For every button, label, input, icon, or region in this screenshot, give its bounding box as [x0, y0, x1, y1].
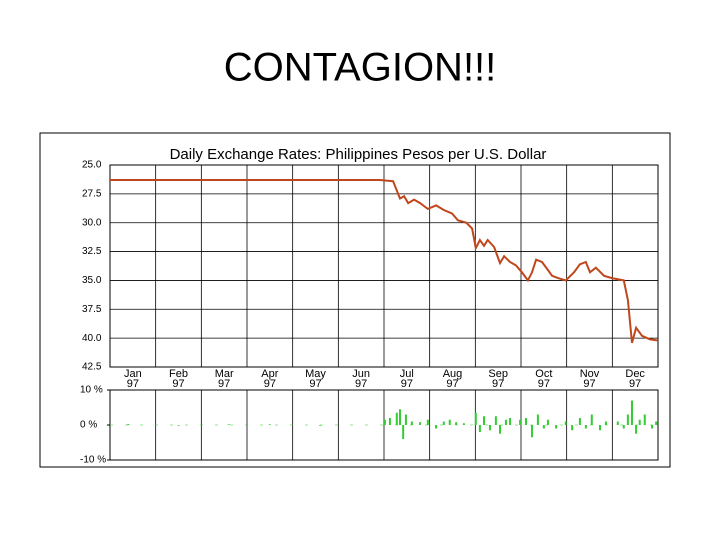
y-tick-label: -10 % [80, 455, 106, 466]
change-bar [590, 414, 593, 425]
change-bar [599, 425, 602, 431]
y-tick-label: 42.5 [82, 362, 102, 373]
change-bar [268, 424, 271, 425]
change-bar [571, 425, 574, 431]
x-tick-label: Mar [215, 368, 234, 380]
change-bar [509, 418, 512, 425]
x-tick-year: 97 [127, 378, 139, 390]
x-tick-label: May [305, 368, 326, 380]
rate-line [110, 179, 659, 344]
y-tick-label: 0 % [80, 420, 97, 431]
change-bar [398, 409, 401, 425]
change-bar [651, 425, 654, 429]
y-tick-label: 37.5 [82, 304, 102, 315]
change-bar [488, 425, 491, 431]
x-tick-label: Feb [169, 368, 188, 380]
y-tick-label: 25.0 [82, 160, 102, 171]
y-tick-label: 35.0 [82, 275, 102, 286]
x-tick-year: 97 [492, 378, 504, 390]
x-tick-year: 97 [264, 378, 276, 390]
change-bar [455, 422, 458, 425]
x-tick-year: 97 [629, 378, 641, 390]
change-bar [462, 423, 465, 425]
change-bar [643, 414, 646, 425]
change-bar [626, 414, 629, 425]
change-bar [530, 425, 533, 438]
change-bar [655, 421, 658, 425]
x-tick-label: Jul [400, 368, 414, 380]
x-tick-year: 97 [401, 378, 413, 390]
change-bar [448, 419, 451, 425]
change-bar [319, 425, 322, 426]
change-bar [536, 414, 539, 425]
change-bar [419, 422, 422, 425]
change-bar [435, 425, 438, 429]
change-bar [564, 421, 567, 425]
change-bar [442, 421, 445, 425]
x-tick-label: Dec [625, 368, 645, 380]
y-tick-label: 30.0 [82, 217, 102, 228]
change-bar [504, 419, 507, 425]
change-bar [227, 424, 230, 425]
x-tick-label: Jun [352, 368, 370, 380]
change-bar [519, 419, 522, 425]
change-bar [388, 418, 391, 425]
x-tick-label: Jan [124, 368, 142, 380]
x-tick-year: 97 [309, 378, 321, 390]
change-bar [542, 425, 545, 429]
y-tick-label: 40.0 [82, 333, 102, 344]
change-bar [622, 425, 625, 429]
x-tick-label: Oct [535, 368, 552, 380]
change-bar [638, 419, 641, 425]
change-bar [478, 425, 481, 432]
y-tick-label: 32.5 [82, 246, 102, 257]
change-bar [404, 414, 407, 425]
change-bar [474, 412, 477, 425]
change-bar [494, 416, 497, 425]
change-bar [630, 400, 633, 425]
change-bar [635, 425, 638, 434]
x-tick-year: 97 [172, 378, 184, 390]
chart-title: Daily Exchange Rates: Philippines Pesos … [170, 146, 547, 163]
x-tick-year: 97 [218, 378, 230, 390]
change-bar [546, 419, 549, 425]
change-bar [616, 421, 619, 425]
change-bar [177, 425, 180, 426]
x-tick-year: 97 [583, 378, 595, 390]
x-tick-label: Sep [488, 368, 508, 380]
x-tick-year: 97 [355, 378, 367, 390]
change-bar [426, 419, 429, 425]
change-bar [584, 425, 587, 429]
change-bar [578, 418, 581, 425]
plot-frame [109, 164, 659, 368]
change-bar [402, 425, 405, 439]
change-bar [483, 416, 486, 425]
change-bar [127, 423, 130, 425]
change-bar [410, 421, 413, 425]
change-bar [498, 425, 501, 434]
change-bar [604, 421, 607, 425]
y-tick-label: 27.5 [82, 188, 102, 199]
x-tick-label: Apr [261, 368, 278, 380]
slide-title: CONTAGION!!! [224, 46, 497, 90]
x-tick-label: Nov [580, 368, 600, 380]
y-tick-label: 10 % [80, 385, 103, 396]
x-tick-year: 97 [446, 378, 458, 390]
change-bar [383, 419, 386, 425]
change-bar [555, 425, 558, 429]
chart-frame [39, 132, 671, 468]
change-bar [395, 412, 398, 425]
x-tick-label: Aug [443, 368, 463, 380]
change-bar [525, 418, 528, 425]
x-tick-year: 97 [538, 378, 550, 390]
